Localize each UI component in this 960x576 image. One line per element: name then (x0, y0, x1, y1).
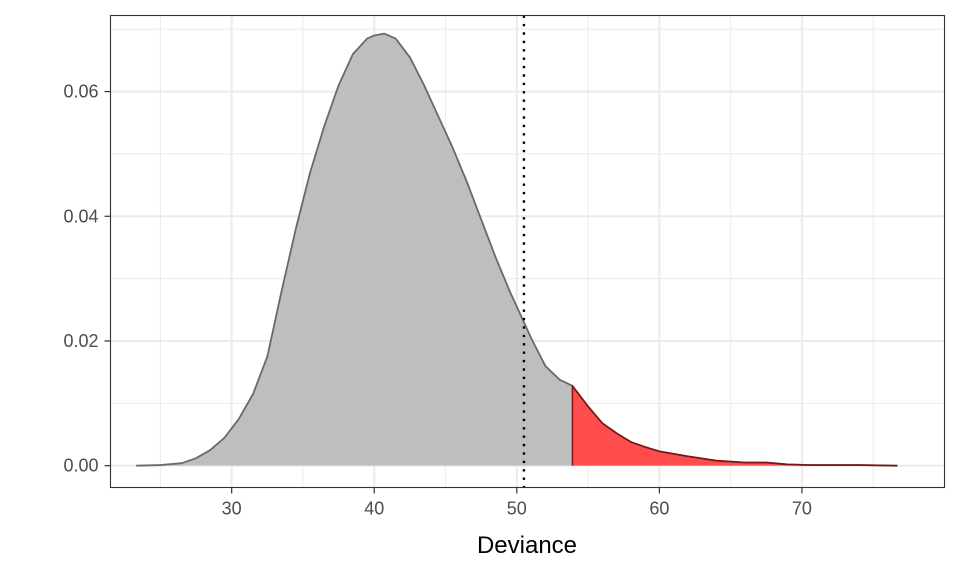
plot-panel-border (109, 14, 946, 489)
chart-marks (136, 15, 898, 488)
y-tick-label: 0.06 (63, 82, 98, 102)
y-tick-label: 0.02 (63, 331, 98, 351)
shaded-tail-outline (571, 385, 898, 467)
x-tick-label: 50 (507, 499, 527, 519)
x-axis: 30 40 50 60 70 (222, 487, 812, 519)
shaded-tail-area (572, 385, 898, 466)
x-tick-label: 40 (364, 499, 384, 519)
y-tick-label: 0.00 (63, 456, 98, 476)
x-tick-label: 70 (792, 499, 812, 519)
x-tick-label: 60 (649, 499, 669, 519)
x-tick-label: 30 (222, 499, 242, 519)
y-tick-label: 0.04 (63, 206, 98, 226)
y-axis: 0.00 0.02 0.04 0.06 (63, 82, 111, 476)
x-axis-title: Deviance (477, 532, 577, 559)
density-area (136, 33, 898, 466)
